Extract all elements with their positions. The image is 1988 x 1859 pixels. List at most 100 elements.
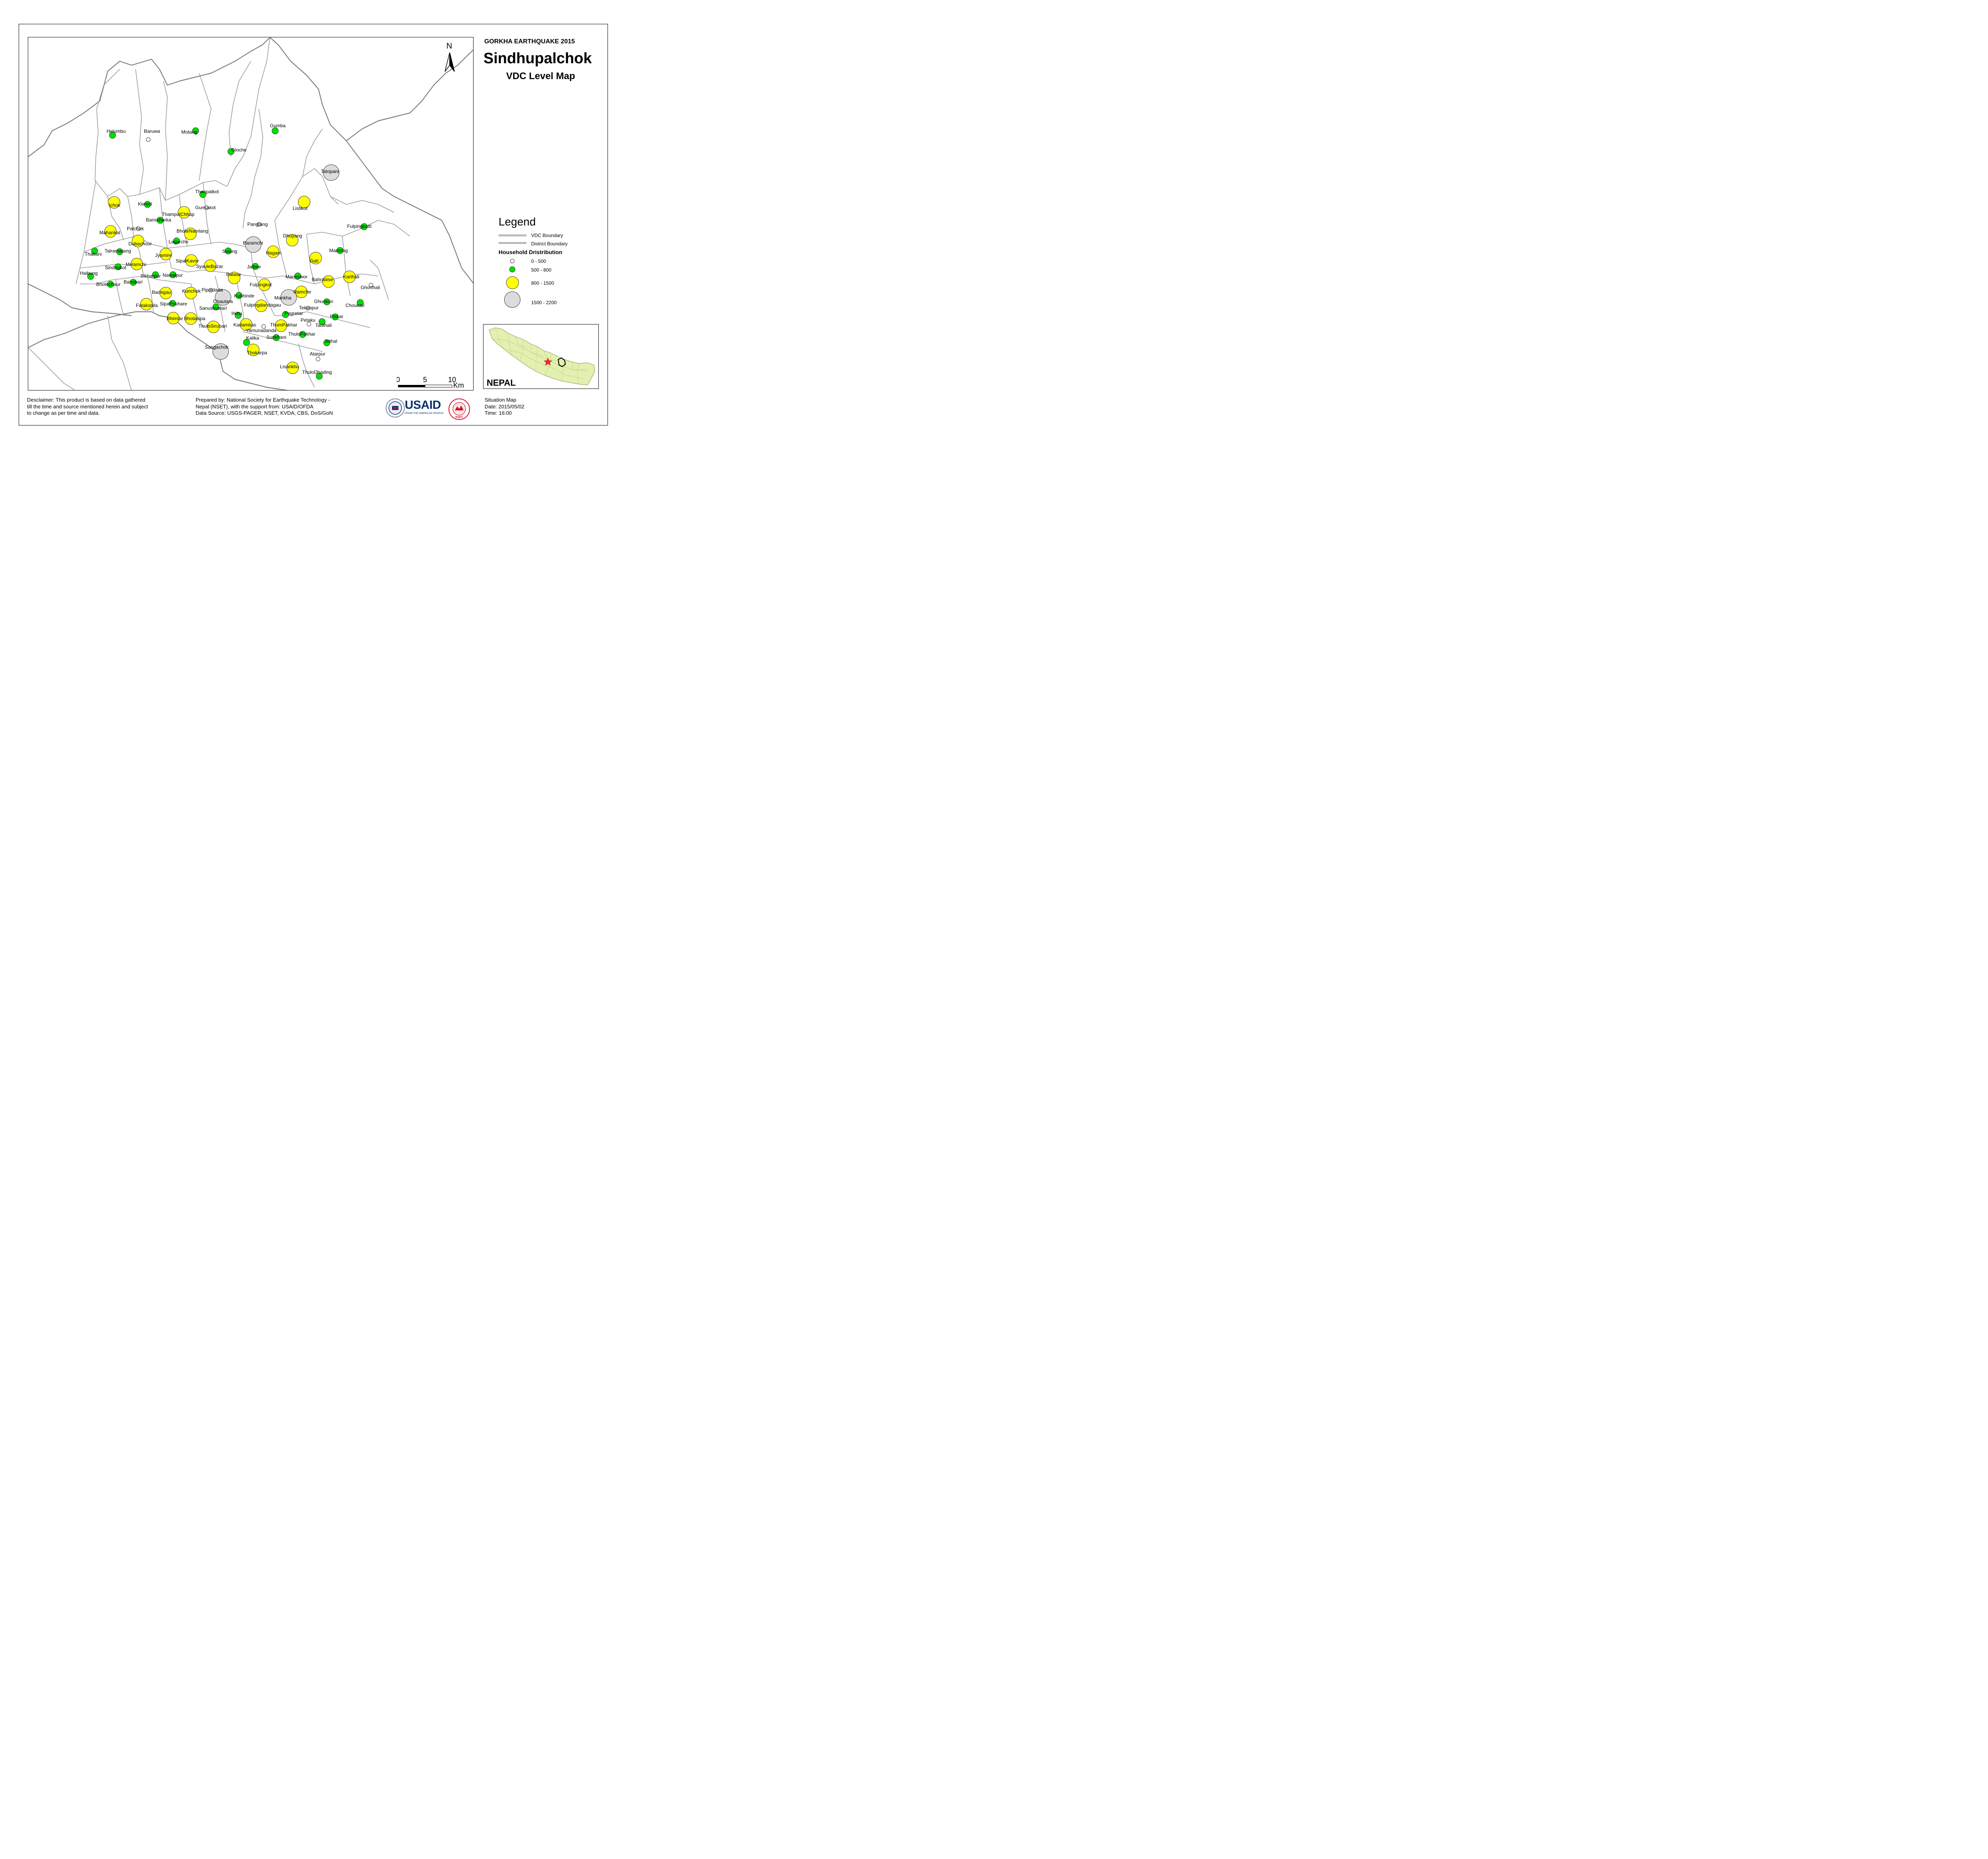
vdc-marker-pagretar <box>282 311 289 318</box>
vdc-boundary <box>179 194 188 247</box>
vdc-marker-banskharka <box>157 217 164 224</box>
vdc-label-gloche: Gloche <box>231 147 247 153</box>
vdc-marker-lisankhu <box>286 361 299 374</box>
vdc-boundary <box>76 180 96 284</box>
vdc-label-pangtang: Pangtang <box>247 221 268 227</box>
vdc-marker-piskar <box>332 313 339 321</box>
vdc-marker-fataksnila <box>140 298 153 311</box>
district-boundary-south <box>28 311 289 390</box>
vdc-marker-gati <box>309 252 322 264</box>
vdc-marker-sangachok <box>212 343 229 360</box>
map-canvas: Helumbu Baruwa Motang Gumba Gloche Tatopani Th… <box>28 37 473 390</box>
vdc-marker-talramarang <box>116 248 123 255</box>
vdc-marker-palchok <box>136 226 141 231</box>
vdc-marker-baruwa <box>146 137 151 142</box>
vdc-marker-gumba <box>272 127 279 134</box>
vdc-label-batase: Batase <box>226 272 241 277</box>
vdc-boundary <box>80 262 168 268</box>
district-boundary-swatch <box>499 242 526 244</box>
vdc-marker-thampalchhap <box>178 206 190 219</box>
vdc-label-sindhukot: Sindhukot <box>105 265 126 270</box>
vdc-boundary <box>95 69 120 181</box>
vdc-marker-kunchok <box>184 287 197 299</box>
vdc-label-ichok: Ichok <box>109 202 121 208</box>
vdc-label-sangachok: Sangachok <box>205 344 229 350</box>
vdc-label-talramarang: Talramarang <box>105 248 131 254</box>
scale-segment-solid <box>398 385 425 387</box>
situation-map-label: Situation Map <box>485 397 516 403</box>
district-boundary-tibet <box>346 49 473 141</box>
vdc-boundary <box>147 276 154 312</box>
vdc-label-ghorthali: Ghorthali <box>361 285 380 290</box>
vdc-label-sipapokhare: SipaPokhare <box>160 301 187 307</box>
vdc-label-dubachour: Dubachour <box>128 241 152 247</box>
inset-country-label: NEPAL <box>487 378 516 388</box>
vdc-label-banskharka: Banskharka <box>146 217 171 223</box>
usaid-logo: USAID FROM THE AMERICAN PEOPLE <box>405 399 443 415</box>
vdc-marker-maneswor <box>294 272 301 280</box>
vdc-marker-irkhu <box>235 312 242 319</box>
legend-class-0-label: 0 - 500 <box>531 258 546 264</box>
vdc-marker-bhotechaur <box>107 281 114 288</box>
legend-dot-class-1 <box>509 266 515 272</box>
vdc-marker-thokarpa <box>247 344 260 356</box>
district-title: Sindhupalchok <box>483 50 592 67</box>
vdc-label-marming: Marming <box>329 248 348 253</box>
map-sheet-border <box>19 24 608 425</box>
nepal-inset-map: NEPAL <box>483 324 599 389</box>
district-boundaries <box>28 37 473 390</box>
legend-dot-class-0 <box>510 259 514 263</box>
situation-date: Date: 2015/05/02 <box>485 403 524 410</box>
vdc-label-sikharpur: Sikharpur <box>140 273 161 279</box>
vdc-marker-pipaldada <box>208 288 213 293</box>
vdc-marker-selang <box>225 247 232 254</box>
vdc-label-fulpingdandagau: Fulpingdandagau <box>244 302 281 308</box>
vdc-label-irkhu: Irkhu <box>231 311 242 316</box>
district-boundary-label: District Boundary <box>531 241 568 247</box>
prepared-by-text: Prepared by: National Society for Earthq… <box>196 397 333 417</box>
vdc-marker-kubhinde <box>235 292 243 299</box>
vdc-marker-chautara <box>215 289 231 306</box>
prepared-line-2: Nepal (NSET), with the support from: USA… <box>196 403 314 410</box>
map-subtitle: VDC Level Map <box>506 71 575 82</box>
household-legend-title: Household Dristribution <box>499 249 563 255</box>
vdc-boundary <box>165 180 227 201</box>
vdc-boundary <box>135 69 144 195</box>
usaid-tagline: FROM THE AMERICAN PEOPLE <box>405 412 444 415</box>
vdc-marker-choukati <box>357 299 364 306</box>
nepal-outline <box>489 327 595 385</box>
scale-tick-5: 5 <box>423 376 427 384</box>
vdc-label-gunsakot: Gunsakot <box>195 205 216 210</box>
vdc-marker-jalbire <box>252 263 259 270</box>
scale-segment-open <box>425 385 452 388</box>
vdc-marker-lagarche <box>173 237 180 245</box>
situation-time: Time: 16:00 <box>485 410 512 416</box>
vdc-boundary <box>227 37 270 187</box>
vdc-label-bansbari: Bansbari <box>124 279 142 285</box>
vdc-boundary <box>80 276 192 284</box>
vdc-marker-ramche <box>295 286 308 298</box>
vdc-marker-bansbari <box>130 279 137 286</box>
vdc-label-tauthali: Tauthali <box>315 322 332 328</box>
vdc-marker-badegau <box>159 287 172 299</box>
vdc-label-kalika: Kalika <box>246 335 259 341</box>
vdc-marker-dhuyang <box>286 234 299 247</box>
vdc-label-bhotenamlang: BhoteNamlang <box>177 228 208 234</box>
vdc-marker-yamunadanda <box>261 324 266 329</box>
vdc-marker-fulpingdandagau <box>255 299 268 312</box>
disclaimer-text: Desclaimer: This product is based on dat… <box>27 397 148 417</box>
vdc-label-jyamire: Jyamire <box>155 253 172 258</box>
vdc-label-thumpakhar: ThumPakhar <box>270 322 297 328</box>
vdc-boundary <box>199 73 212 181</box>
legend-dot-class-2 <box>506 276 519 289</box>
vdc-label-thanpalkot: Thanpalkot <box>195 189 219 194</box>
vdc-label-karthali: Karthali <box>343 274 359 280</box>
sindhupalchok-outline <box>557 357 566 367</box>
nepal-districts <box>492 327 588 385</box>
vdc-marker-hagam <box>267 245 280 258</box>
vdc-marker-bhotenamlang <box>184 227 197 240</box>
vdc-label-thulodhading: ThuloDhading <box>302 369 332 375</box>
legend-class-3-label: 1500 - 2200 <box>531 300 557 305</box>
vdc-label-sanusiruwari: Sanusiruwari <box>199 305 227 311</box>
vdc-marker-gloche <box>227 148 235 155</box>
